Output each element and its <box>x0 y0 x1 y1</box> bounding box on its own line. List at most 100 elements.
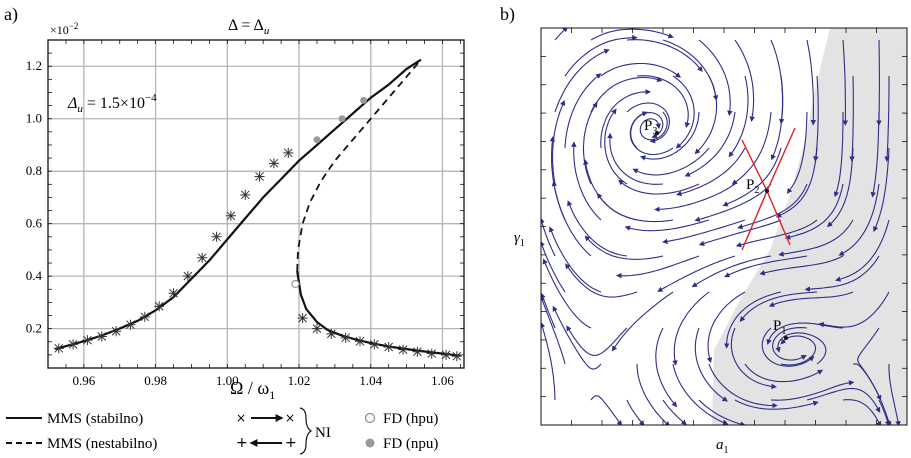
legend-plus-marker-2: + <box>285 435 297 451</box>
streamline <box>739 291 818 322</box>
shaded-region <box>712 28 907 425</box>
streamline <box>708 363 778 409</box>
streamline <box>662 219 746 245</box>
ni-marker <box>451 351 462 362</box>
streamline <box>541 295 566 365</box>
streamline <box>842 39 849 126</box>
streamline <box>694 75 718 155</box>
ni-marker <box>211 231 222 242</box>
y-tick-label: 1.0 <box>26 111 42 126</box>
streamline <box>611 291 674 352</box>
axis-ticks: 0.96 0.98 1.00 1.02 1.04 1.06 0.2 0.4 0.6 0.8 1.0 1… <box>26 40 464 388</box>
legend-brace <box>299 407 313 455</box>
streamline <box>813 75 819 162</box>
legend-cross-marker-2: × <box>285 411 295 425</box>
x-tick-label: 0.96 <box>72 373 95 388</box>
streamline <box>731 111 772 185</box>
streamline <box>657 255 736 292</box>
ni-marker <box>398 344 409 355</box>
svg-text:P2: P2 <box>746 177 759 196</box>
delta-annotation: Δu = 1.5×10−4 <box>67 92 157 115</box>
streamline <box>775 332 827 365</box>
streamline <box>684 111 736 177</box>
ni-marker <box>111 326 122 337</box>
streamline <box>564 35 638 77</box>
ni-marker <box>311 323 322 334</box>
x-tick-label: 1.02 <box>288 373 311 388</box>
series-mms-unstable <box>296 59 422 271</box>
series-layer <box>53 58 462 362</box>
streamline <box>662 399 687 425</box>
streamline <box>564 73 602 149</box>
streamline <box>778 219 854 257</box>
panel-a-tag: a) <box>4 4 18 25</box>
legend-ni: NI <box>315 425 331 441</box>
x-tick-label: 0.98 <box>144 373 167 388</box>
streamline <box>541 240 566 293</box>
streamline <box>551 180 592 257</box>
y-tick-label: 0.8 <box>26 163 42 178</box>
legend-cross-marker: × <box>236 411 246 425</box>
svg-text:P1: P1 <box>773 318 786 337</box>
ni-marker <box>326 328 337 339</box>
streamline <box>552 99 566 185</box>
streamline <box>554 28 568 41</box>
legend-mms-unstable: MMS (nestabilno) <box>47 436 157 452</box>
y-multiplier: ×10−2 <box>50 21 78 37</box>
streamline <box>784 183 844 240</box>
legend-fd-hpu: FD (hpu) <box>383 411 438 427</box>
panel-a-title: Δ = Δu <box>228 17 270 37</box>
streamline <box>626 102 670 144</box>
ni-marker <box>225 210 236 221</box>
ni-marker <box>197 252 208 263</box>
streamline <box>698 399 746 425</box>
fd-npu-point <box>338 115 346 123</box>
streamline <box>818 291 890 328</box>
ni-marker <box>182 271 193 282</box>
streamline <box>786 111 808 194</box>
streamline <box>639 111 668 141</box>
streamline <box>541 321 556 401</box>
streamline <box>730 327 777 390</box>
fd-hpu-point <box>291 279 300 289</box>
streamline <box>624 219 710 232</box>
streamline <box>655 327 678 408</box>
ni-marker <box>297 313 308 324</box>
fd-npu-point <box>313 136 321 144</box>
streamline <box>857 327 882 401</box>
streamline <box>654 183 736 213</box>
equilibrium-p1: P1 <box>773 318 788 340</box>
ni-marker <box>154 301 165 312</box>
streamline <box>607 132 664 185</box>
streamline <box>878 399 891 425</box>
streamline <box>552 305 602 370</box>
ni-marker <box>254 171 265 182</box>
streamline <box>759 255 844 276</box>
streamline <box>833 112 844 198</box>
streamline <box>849 75 855 162</box>
streamline <box>698 219 782 246</box>
streamline <box>694 183 772 222</box>
streamline <box>775 147 818 218</box>
streamline <box>728 75 749 158</box>
x-axis-label-b: a1 <box>716 437 729 456</box>
streamline <box>780 335 817 366</box>
streamline <box>722 147 782 207</box>
streamline <box>672 363 729 425</box>
equilibrium-p3: P3 <box>644 118 659 137</box>
streamline <box>566 325 628 356</box>
streamline <box>744 363 824 383</box>
streamline <box>639 111 700 161</box>
streamline <box>554 48 610 113</box>
streamline <box>600 62 682 78</box>
svg-text:P3: P3 <box>644 118 657 137</box>
grid <box>48 40 464 368</box>
streamline <box>706 291 746 364</box>
streamline <box>768 291 854 308</box>
ni-marker <box>82 335 93 346</box>
streamline <box>694 327 728 402</box>
streamline <box>873 147 890 233</box>
ni-marker <box>412 346 423 357</box>
panel-b-phase-portrait: b) P3 P2 P1 γ1 a1 <box>500 4 908 456</box>
